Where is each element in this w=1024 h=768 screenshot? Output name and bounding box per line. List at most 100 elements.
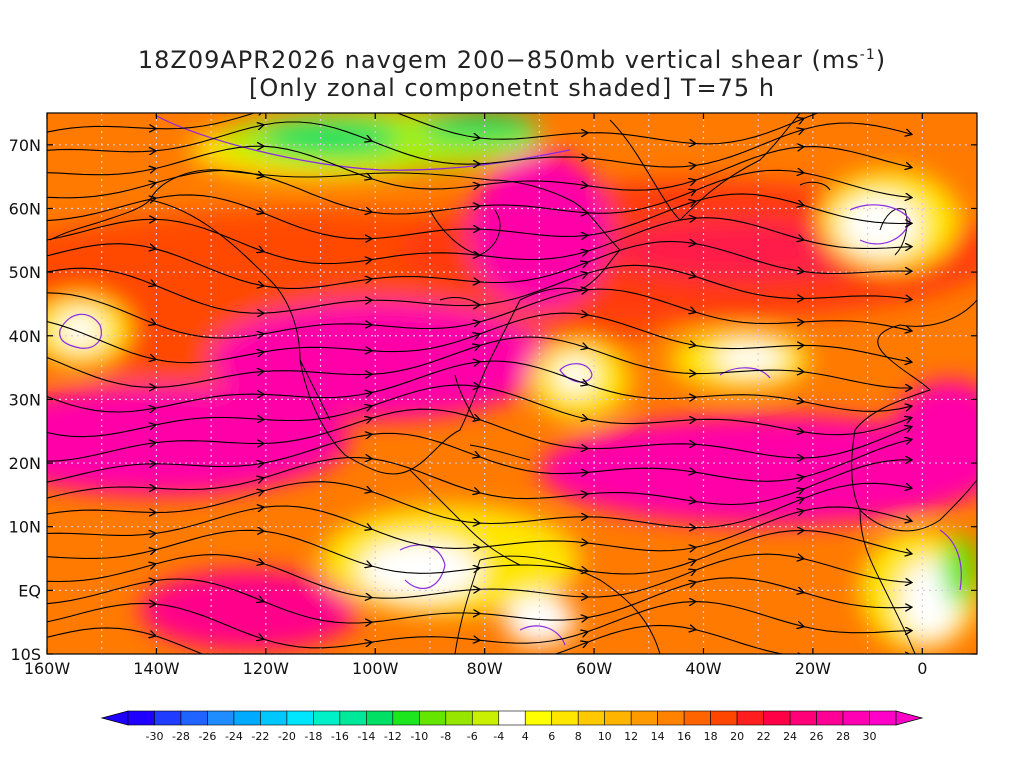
streamline: [694, 243, 803, 272]
streamline: [154, 635, 204, 654]
streamline: [262, 481, 371, 492]
streamline: [154, 248, 263, 286]
colorbar-max-arrow: [895, 710, 924, 726]
streamline: [802, 418, 911, 436]
streamline: [694, 443, 803, 458]
colorbar-swatch: [816, 710, 844, 726]
colorbar-swatch: [419, 710, 447, 726]
streamline: [370, 385, 479, 407]
streamline: [802, 427, 911, 459]
streamline: [478, 517, 587, 525]
streamline: [47, 320, 155, 360]
colorbar-swatch: [577, 710, 605, 726]
streamline: [586, 492, 695, 502]
streamline: [47, 395, 155, 413]
streamline: [370, 613, 479, 623]
streamline: [47, 443, 155, 462]
colorbar-swatch: [207, 710, 235, 726]
streamline: [154, 125, 263, 152]
colorbar-label: -30: [145, 730, 163, 743]
streamline: [802, 122, 911, 134]
streamline: [47, 510, 155, 514]
streamline: [262, 300, 371, 314]
streamline: [586, 516, 695, 528]
colorbar-swatch: [630, 710, 658, 726]
colorbar-swatch: [604, 710, 632, 726]
streamline: [47, 219, 155, 241]
streamline: [694, 489, 803, 506]
streamline: [478, 588, 587, 597]
streamline: [586, 561, 695, 575]
streamlines: [47, 113, 911, 654]
streamline: [262, 212, 371, 239]
colorbar-swatch: [233, 710, 261, 726]
colorbar-label: -4: [493, 730, 504, 743]
streamline: [262, 505, 371, 529]
streamline: [370, 346, 479, 375]
colorbar-label: 10: [598, 730, 612, 743]
colorbar-swatch: [339, 710, 367, 726]
colorbar-label: 18: [704, 730, 718, 743]
title-close-paren: ): [875, 46, 887, 74]
lon-label: 40W: [685, 659, 721, 678]
streamline: [694, 130, 803, 167]
colorbar-label: 4: [522, 730, 529, 743]
streamline: [154, 169, 263, 184]
colorbar-swatch: [392, 710, 420, 726]
streamline: [586, 314, 695, 346]
streamline: [47, 533, 155, 535]
colorbar-label: 28: [836, 730, 850, 743]
streamline: [395, 113, 479, 138]
streamline: [47, 169, 155, 176]
streamline: [154, 417, 263, 426]
colorbar-swatch: [763, 710, 791, 726]
streamline: [47, 198, 155, 222]
streamline: [154, 146, 263, 170]
streamline: [694, 511, 803, 549]
streamline: [802, 591, 911, 607]
title-text: 18Z09APR2026 navgem 200−850mb vertical s…: [137, 46, 860, 74]
colorbar-label: 20: [730, 730, 744, 743]
streamline: [47, 267, 155, 285]
streamline: [370, 334, 479, 353]
streamline: [154, 441, 263, 444]
streamline: [586, 347, 695, 374]
streamline: [802, 271, 911, 274]
streamline: [154, 603, 263, 639]
streamline: [370, 229, 479, 240]
streamline: [262, 324, 371, 335]
lat-label: 40N: [9, 327, 41, 346]
lat-label: 60N: [9, 199, 41, 218]
streamline: [262, 175, 371, 212]
streamline: [586, 264, 695, 276]
streamline: [694, 217, 803, 240]
streamline: [694, 193, 803, 205]
streamline: [586, 625, 695, 643]
streamline: [694, 471, 803, 481]
streamline: [262, 638, 371, 649]
streamline: [262, 562, 371, 597]
colorbar-swatch: [445, 710, 473, 726]
streamline: [370, 528, 479, 549]
streamline: [802, 460, 911, 490]
streamline: [154, 218, 263, 251]
streamline: [478, 385, 587, 420]
streamline: [478, 313, 587, 335]
streamline: [802, 344, 911, 362]
colorbar-label: -18: [304, 730, 322, 743]
lat-label: EQ: [18, 581, 41, 600]
streamline: [802, 172, 911, 198]
lon-label: 20W: [795, 659, 831, 678]
streamline: [154, 463, 263, 466]
streamline: [370, 177, 479, 190]
colorbar-label: 12: [624, 730, 638, 743]
streamline: [47, 581, 155, 605]
streamline: [694, 370, 803, 374]
streamline: [154, 394, 263, 409]
streamline: [694, 577, 803, 593]
colorbar-swatch: [551, 710, 579, 726]
streamline: [370, 566, 479, 574]
streamline: [802, 296, 911, 300]
streamline: [47, 464, 155, 483]
